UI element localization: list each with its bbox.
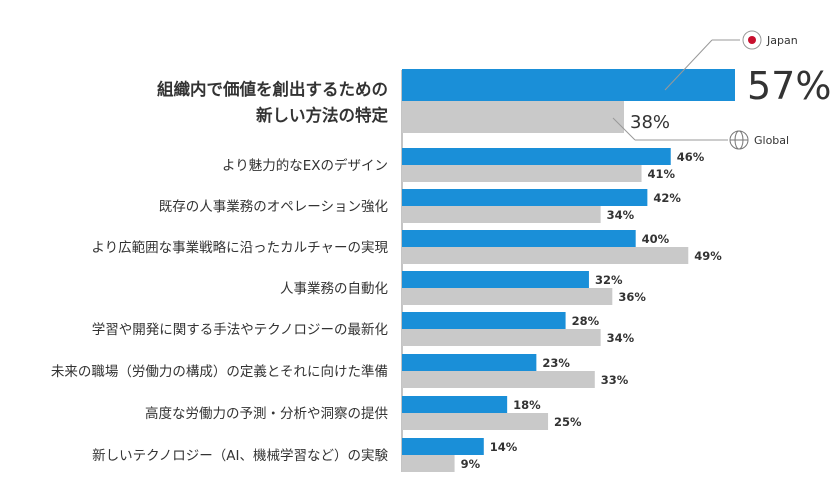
global-value-label: 38%	[630, 112, 670, 133]
japan-bar	[402, 69, 735, 101]
global-value-label: 9%	[461, 457, 481, 471]
global-bar	[402, 455, 455, 472]
global-bar	[402, 288, 613, 305]
global-value-label: 36%	[618, 290, 646, 304]
japan-value-label: 42%	[653, 191, 681, 205]
category-label: 高度な労働力の予測・分析や洞察の提供	[145, 405, 388, 422]
global-bar	[402, 371, 595, 388]
category-label: より魅力的なEXのデザイン	[222, 157, 388, 174]
japan-bar	[402, 189, 648, 206]
japan-legend-leader	[664, 39, 713, 91]
global-legend-leader	[612, 117, 636, 141]
japan-value-label: 40%	[642, 232, 670, 246]
global-bar	[402, 165, 642, 182]
japan-bar	[402, 230, 636, 247]
global-value-label: 34%	[607, 331, 635, 345]
japan-bar	[402, 354, 537, 371]
japan-value-label: 57%	[747, 64, 831, 108]
japan-value-label: 32%	[595, 273, 623, 287]
japan-value-label: 18%	[513, 398, 541, 412]
global-bar	[402, 247, 689, 264]
global-value-label: 25%	[554, 415, 582, 429]
japan-value-label: 14%	[490, 440, 518, 454]
category-label: 人事業務の自動化	[280, 281, 388, 297]
global-value-label: 33%	[601, 373, 629, 387]
legend-global-label: Global	[754, 134, 789, 147]
japan-bar	[402, 438, 484, 455]
global-value-label: 34%	[607, 208, 635, 222]
global-value-label: 41%	[648, 167, 676, 181]
global-bar	[402, 206, 601, 223]
category-label: 組織内で価値を創出するための新しい方法の特定	[157, 79, 389, 125]
japan-bar	[402, 148, 671, 165]
category-label: より広範囲な事業戦略に沿ったカルチャーの実現	[91, 240, 388, 256]
category-label: 新しいテクノロジー（AI、機械学習など）の実験	[92, 448, 388, 464]
japan-bar	[402, 312, 566, 329]
category-label: 学習や開発に関する手法やテクノロジーの最新化	[92, 322, 388, 338]
category-label: 既存の人事業務のオペレーション強化	[159, 199, 388, 215]
global-bar	[402, 413, 549, 430]
global-bar	[402, 329, 601, 346]
japan-value-label: 46%	[677, 150, 705, 164]
japan-value-label: 28%	[572, 314, 600, 328]
japan-bar	[402, 271, 589, 288]
category-label: 未来の職場（労働力の構成）の定義とそれに向けた準備	[51, 363, 388, 380]
legend-japan-label: Japan	[766, 34, 798, 47]
japan-value-label: 23%	[542, 356, 570, 370]
global-value-label: 49%	[694, 249, 722, 263]
japan-bar	[402, 396, 508, 413]
japan-flag-dot	[748, 36, 756, 44]
global-bar	[402, 101, 624, 133]
